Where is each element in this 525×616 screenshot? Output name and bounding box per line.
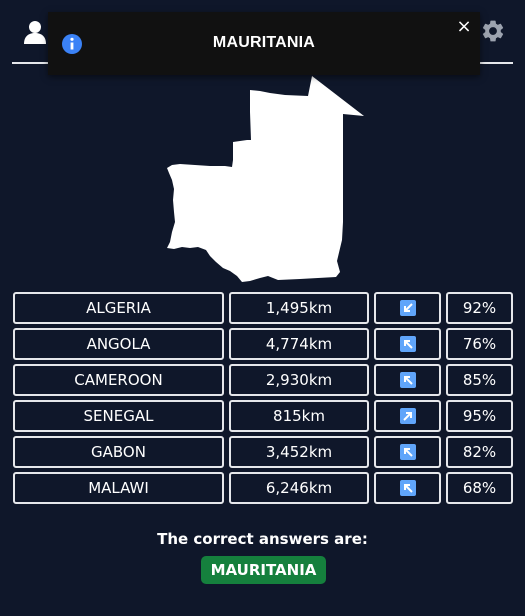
guess-distance: 3,452km xyxy=(229,436,369,468)
guess-direction xyxy=(374,436,441,468)
guess-direction xyxy=(374,364,441,396)
guess-distance: 815km xyxy=(229,400,369,432)
guess-row: GABON 3,452km 82% xyxy=(13,436,513,468)
guess-row: SENEGAL 815km 95% xyxy=(13,400,513,432)
arrow-northwest-icon xyxy=(399,480,416,496)
guess-direction xyxy=(374,400,441,432)
toast-title: MAURITANIA xyxy=(212,34,316,51)
guess-direction xyxy=(374,328,441,360)
guess-row: MALAWI 6,246km 68% xyxy=(13,472,513,504)
gear-icon[interactable] xyxy=(480,18,506,44)
correct-answer-badge: MAURITANIA xyxy=(201,556,326,584)
guess-row: ALGERIA 1,495km 92% xyxy=(13,292,513,324)
guess-country: CAMEROON xyxy=(13,364,224,396)
arrow-northwest-icon xyxy=(399,336,416,352)
info-toast: MAURITANIA × xyxy=(48,12,480,75)
arrow-northwest-icon xyxy=(399,372,416,388)
guess-distance: 2,930km xyxy=(229,364,369,396)
answers-label: The correct answers are: xyxy=(157,530,368,548)
close-icon[interactable]: × xyxy=(456,16,472,37)
guess-row: ANGOLA 4,774km 76% xyxy=(13,328,513,360)
user-icon[interactable] xyxy=(24,20,46,44)
guess-percent: 92% xyxy=(446,292,513,324)
guess-country: SENEGAL xyxy=(13,400,224,432)
guess-list: ALGERIA 1,495km 92% ANGOLA 4,774km 76% C… xyxy=(13,292,513,508)
arrow-northwest-icon xyxy=(399,444,416,460)
guess-distance: 6,246km xyxy=(229,472,369,504)
guess-country: ALGERIA xyxy=(13,292,224,324)
info-icon xyxy=(62,34,82,54)
arrow-northeast-icon xyxy=(399,408,416,424)
guess-country: MALAWI xyxy=(13,472,224,504)
country-silhouette xyxy=(167,76,364,282)
guess-percent: 85% xyxy=(446,364,513,396)
guess-percent: 76% xyxy=(446,328,513,360)
guess-distance: 1,495km xyxy=(229,292,369,324)
guess-country: GABON xyxy=(13,436,224,468)
guess-row: CAMEROON 2,930km 85% xyxy=(13,364,513,396)
arrow-southwest-icon xyxy=(399,300,416,316)
guess-distance: 4,774km xyxy=(229,328,369,360)
guess-direction xyxy=(374,292,441,324)
guess-percent: 82% xyxy=(446,436,513,468)
guess-percent: 68% xyxy=(446,472,513,504)
guess-country: ANGOLA xyxy=(13,328,224,360)
guess-percent: 95% xyxy=(446,400,513,432)
guess-direction xyxy=(374,472,441,504)
